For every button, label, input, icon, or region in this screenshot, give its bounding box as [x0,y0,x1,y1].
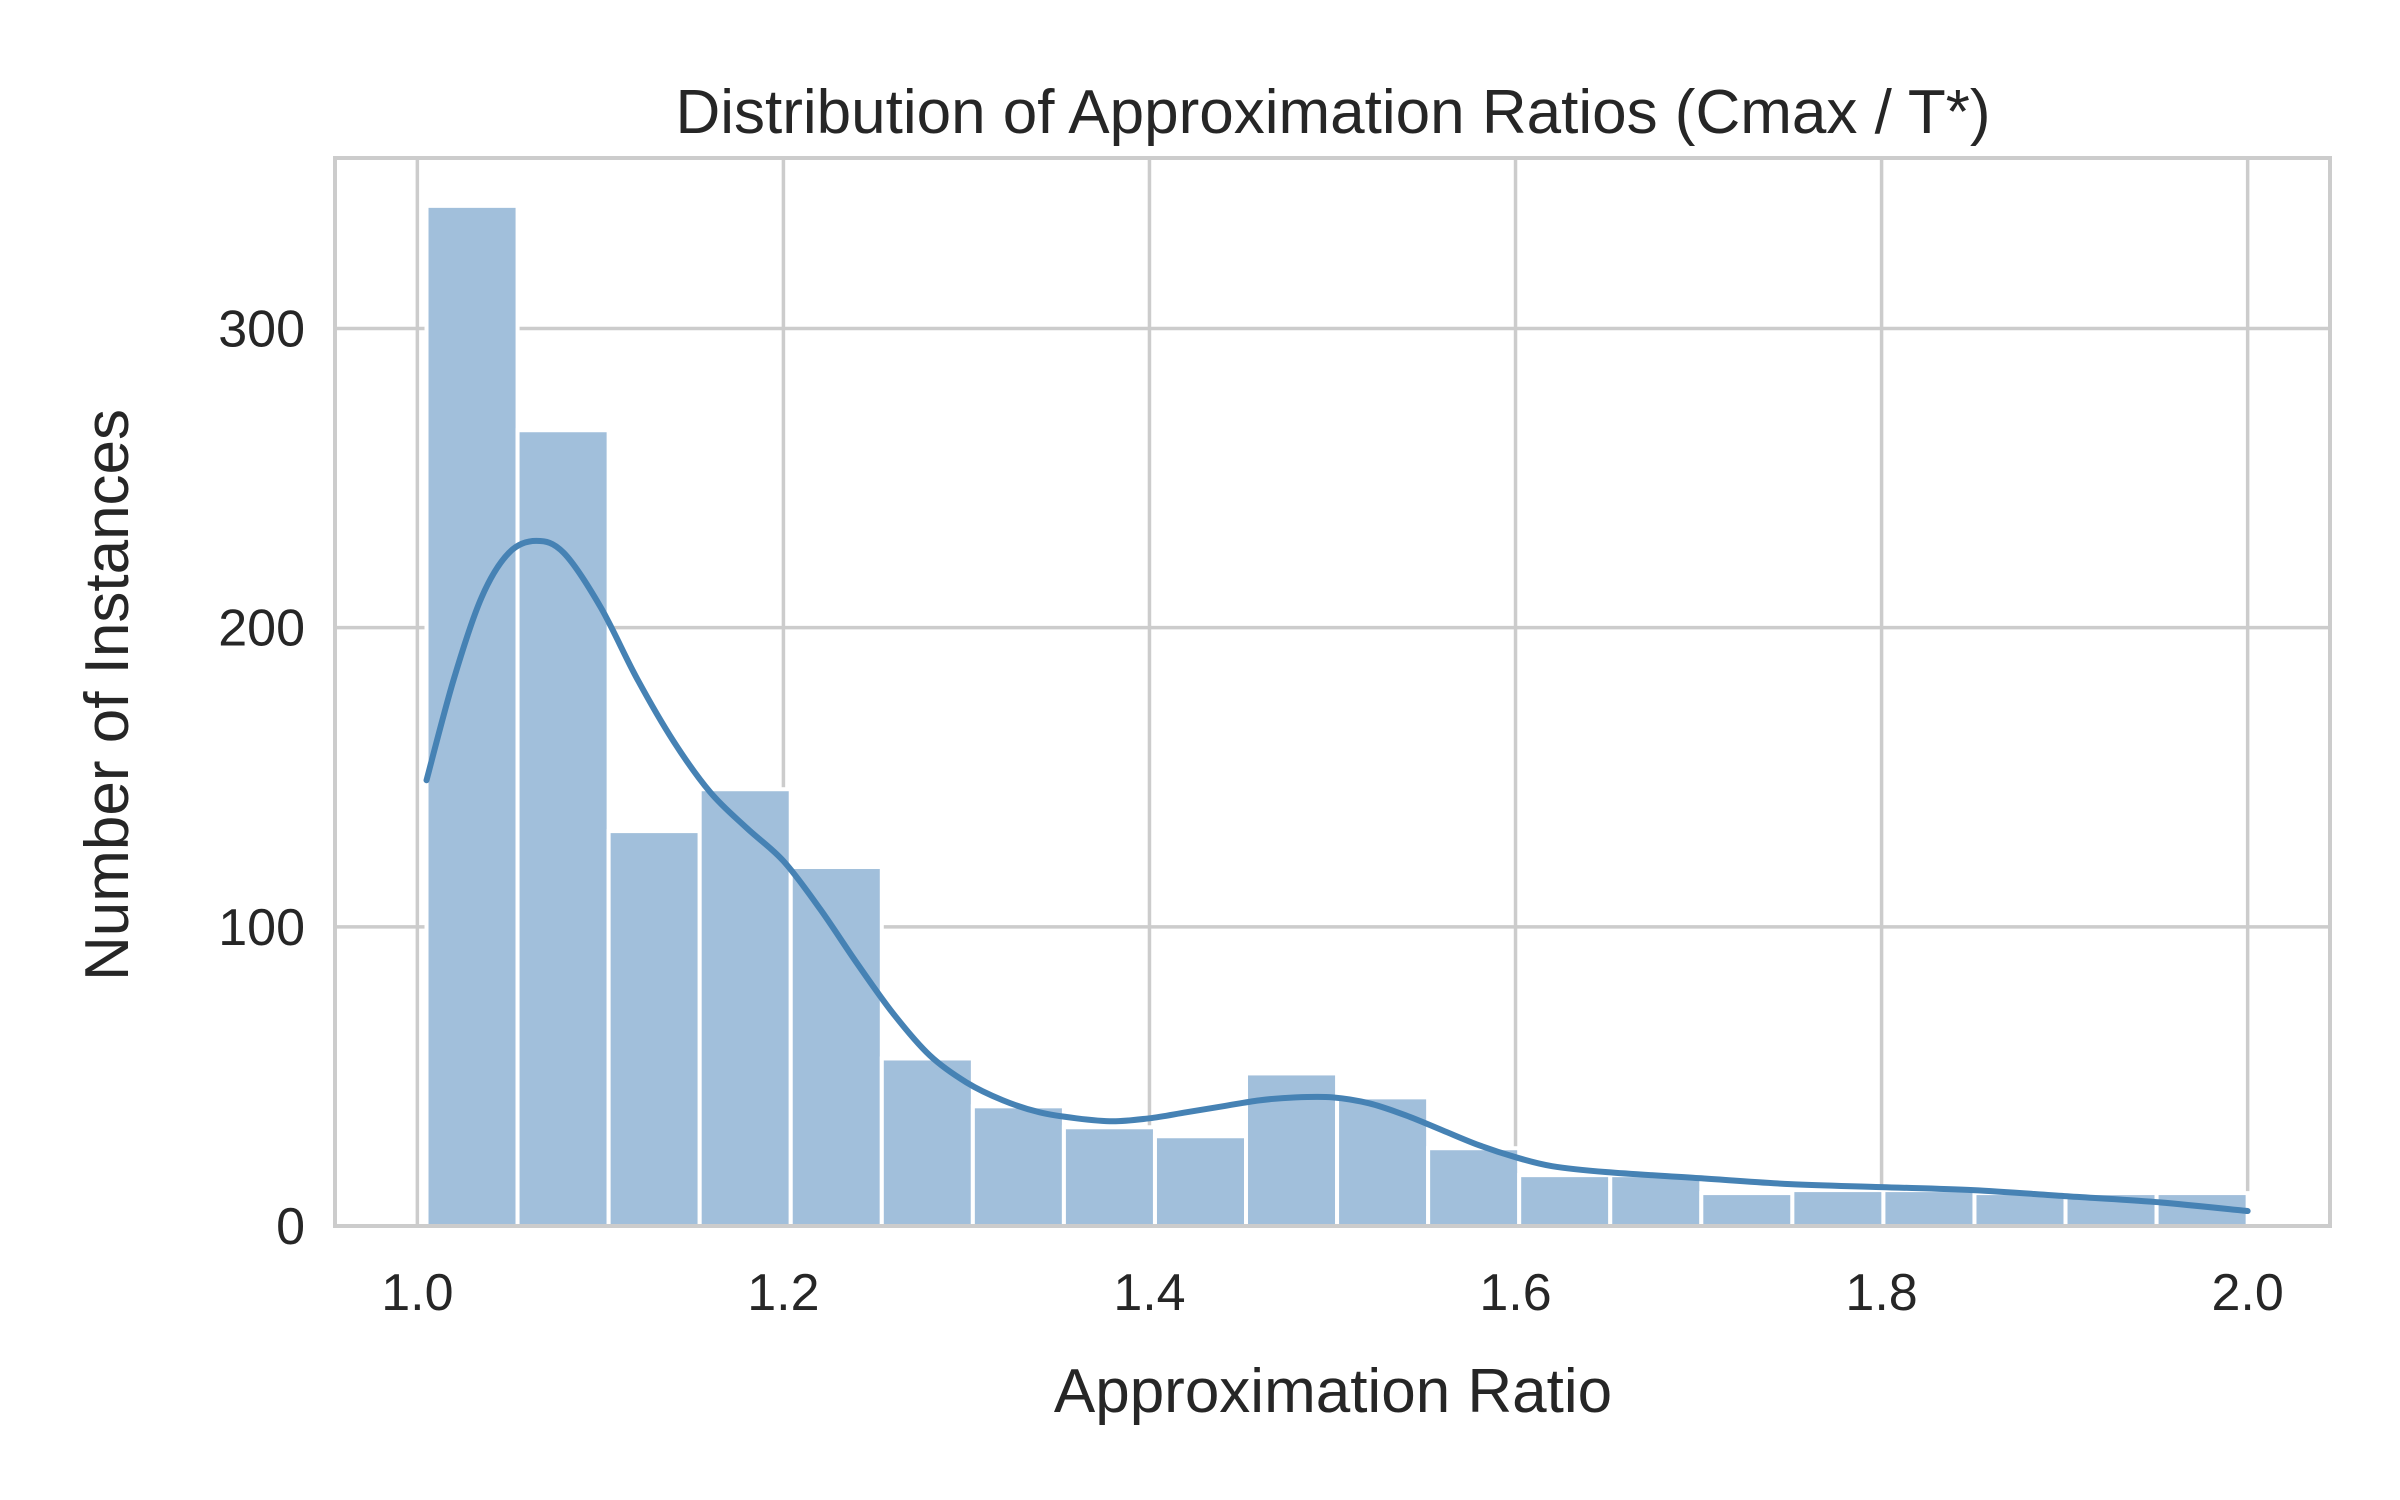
histogram-bar [1699,1191,1795,1228]
histogram-bar [424,203,520,1228]
histogram-bar [1061,1125,1157,1229]
y-tick-label: 300 [218,301,305,359]
y-tick-label: 0 [276,1198,305,1256]
histogram-bar [1517,1173,1613,1228]
plot-frame [333,156,2332,1228]
histogram-bar [788,865,884,1229]
histogram-bar [1881,1188,1977,1228]
y-tick-labels: 0 100 200 300 [218,301,305,1256]
x-axis-title: Approximation Ratio [1054,1357,1612,1426]
histogram-bar [879,1056,975,1228]
y-tick-label: 200 [218,600,305,658]
histogram-bar [697,787,793,1228]
histogram-bar [1608,1173,1704,1228]
histogram-bar [1426,1146,1522,1229]
histogram-bar [1152,1134,1249,1228]
y-axis-title: Number of Instances [73,409,142,981]
histogram-bar [606,829,702,1228]
histogram-bar [1972,1191,2068,1228]
x-tick-label: 2.0 [2211,1264,2283,1322]
chart-title: Distribution of Approximation Ratios (Cm… [675,78,1990,147]
histogram-bar [970,1104,1066,1229]
bars-layer [424,203,2250,1229]
y-tick-label: 100 [218,899,305,957]
x-tick-label: 1.8 [1845,1264,1917,1322]
x-tick-labels: 1.0 1.2 1.4 1.6 1.8 2.0 [381,1264,2284,1322]
histogram-bar [515,428,611,1228]
kde-curve [423,537,2251,1215]
x-tick-label: 1.0 [381,1264,453,1322]
x-tick-label: 1.4 [1113,1264,1185,1322]
x-tick-label: 1.2 [747,1264,819,1322]
histogram-bar [1790,1188,1886,1228]
x-tick-label: 1.6 [1479,1264,1551,1322]
